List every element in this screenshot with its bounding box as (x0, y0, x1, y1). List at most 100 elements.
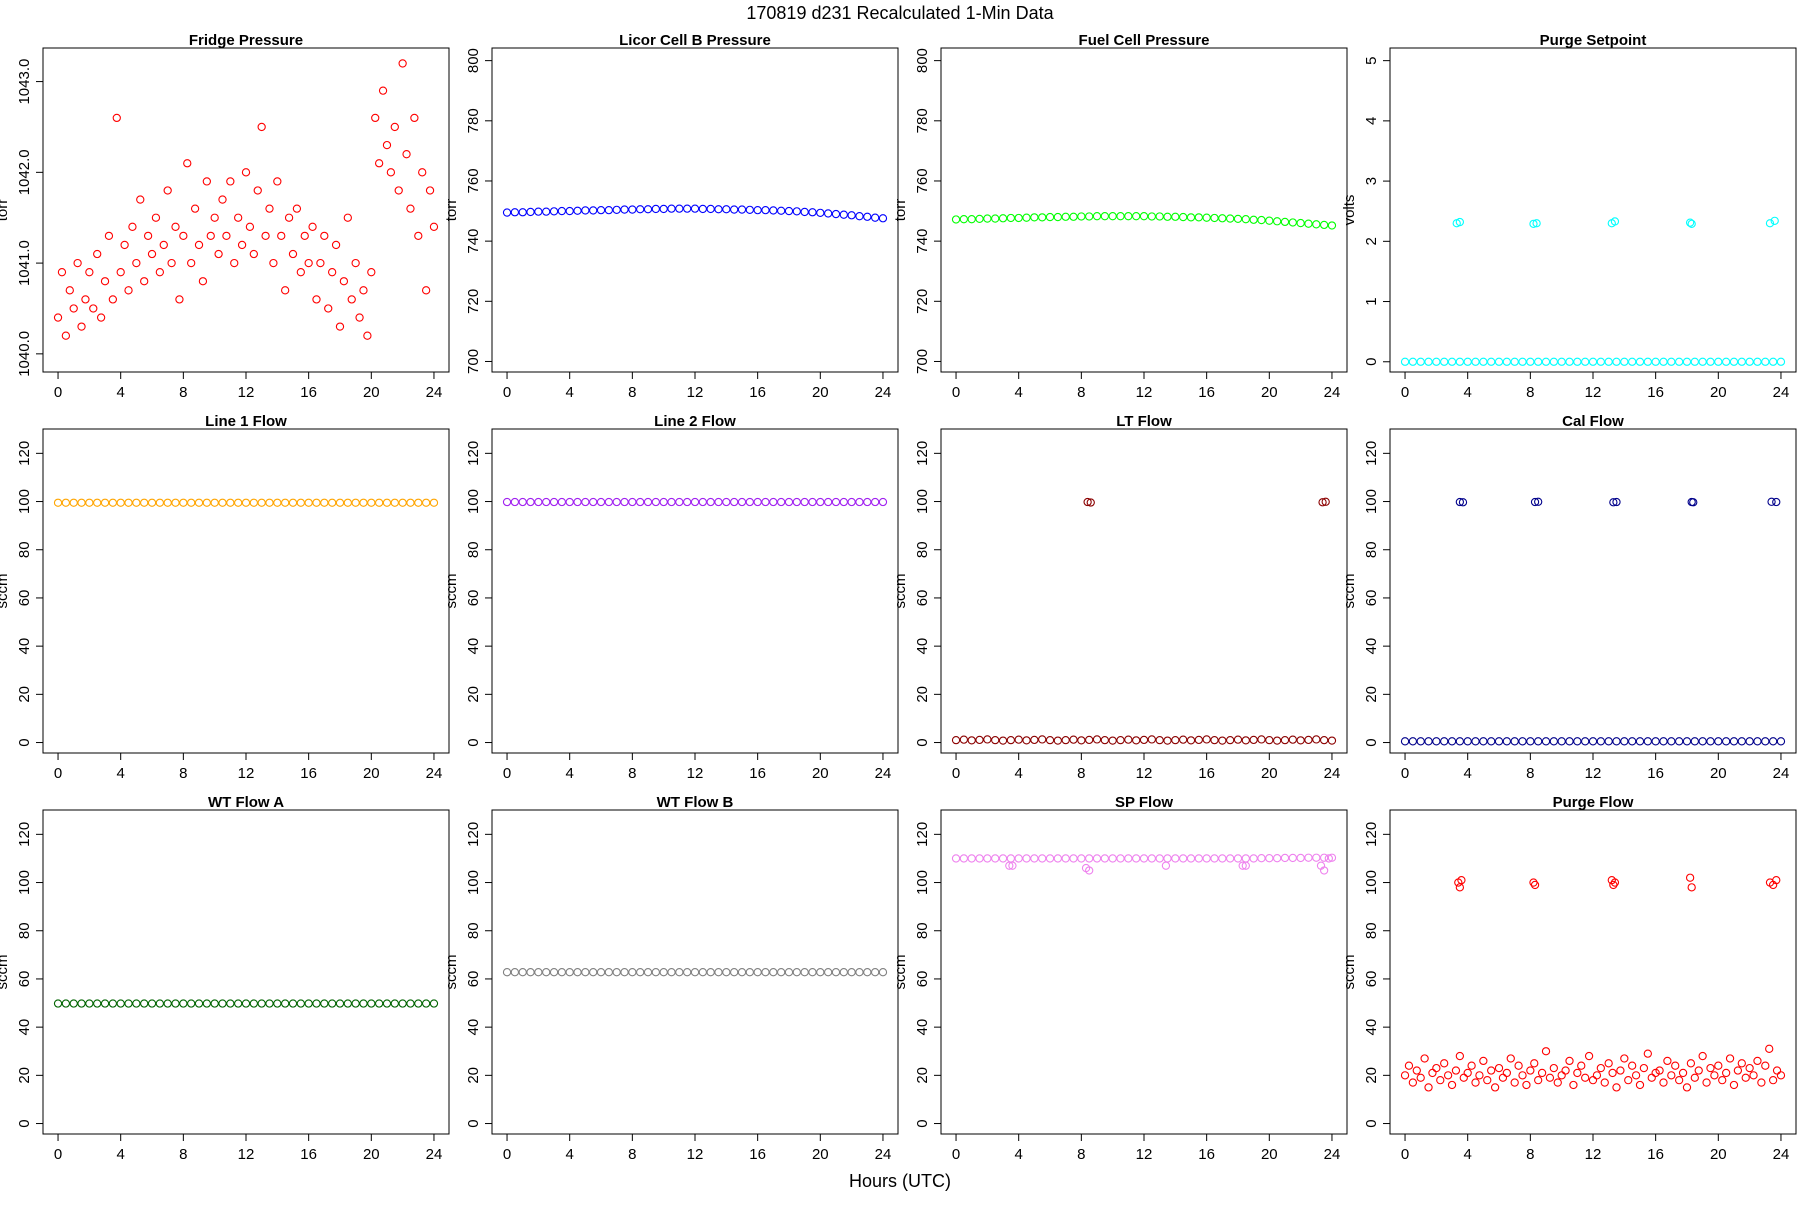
data-point (534, 968, 543, 977)
data-point (312, 498, 321, 507)
data-point (367, 498, 376, 507)
x-tick-label: 8 (628, 765, 636, 782)
panel-title: WT Flow A (208, 794, 284, 811)
data-point (855, 968, 864, 977)
x-tick-label: 24 (1324, 765, 1341, 782)
data-point (1424, 357, 1433, 366)
data-point (628, 205, 637, 214)
x-tick-label: 4 (1015, 1146, 1023, 1163)
data-point (612, 205, 621, 214)
x-tick-label: 0 (503, 384, 511, 401)
data-point (737, 968, 747, 977)
data-point (1327, 736, 1337, 745)
data-point (1436, 1076, 1445, 1085)
y-tick-label: 60 (16, 590, 33, 607)
data-point (1729, 1080, 1739, 1090)
data-point (128, 222, 137, 231)
data-point (382, 999, 392, 1008)
data-point (1194, 854, 1203, 863)
data-point (1581, 357, 1590, 366)
data-point (1463, 737, 1472, 746)
data-point (394, 186, 403, 195)
data-point (502, 208, 512, 217)
data-point (367, 268, 376, 277)
data-point (1249, 854, 1258, 863)
data-point (847, 211, 856, 220)
data-point (518, 968, 527, 977)
data-point (1706, 737, 1715, 746)
data-point (1408, 357, 1418, 366)
data-point (1522, 1080, 1531, 1090)
data-point (171, 999, 180, 1008)
data-point (320, 231, 329, 241)
data-point (93, 498, 102, 507)
data-point (187, 498, 196, 507)
x-tick-label: 16 (1647, 384, 1664, 401)
data-point (1494, 1063, 1504, 1073)
data-point (155, 999, 165, 1008)
data-point (1440, 737, 1449, 746)
data-point (1053, 736, 1063, 745)
data-point (1045, 212, 1055, 222)
data-point (421, 498, 431, 507)
y-tick-label: 120 (1363, 441, 1380, 466)
data-point (1761, 357, 1770, 366)
data-point (351, 999, 360, 1008)
data-point (1100, 735, 1109, 745)
data-point (171, 498, 180, 507)
data-point (1729, 737, 1739, 746)
data-point (1006, 213, 1016, 223)
data-point (604, 968, 614, 977)
data-point (1412, 1066, 1421, 1075)
data-point (226, 498, 235, 507)
data-point (1714, 1061, 1723, 1070)
data-point (878, 968, 888, 977)
data-point (1772, 875, 1781, 885)
data-point (1447, 357, 1457, 366)
data-point (722, 205, 731, 214)
y-axis-label: sccm (443, 955, 460, 990)
data-point (1667, 357, 1676, 366)
y-tick-label: 20 (914, 686, 931, 703)
data-point (1663, 1056, 1672, 1066)
data-point (69, 498, 78, 507)
data-point (1694, 1066, 1703, 1075)
data-point (557, 497, 567, 507)
data-point (1687, 883, 1696, 892)
data-point (1628, 737, 1637, 746)
data-point (81, 295, 90, 304)
data-point (288, 999, 298, 1008)
data-point (1132, 854, 1141, 863)
y-axis-label: torr (443, 199, 460, 222)
data-point (959, 735, 969, 744)
data-point (589, 497, 598, 507)
data-point (855, 497, 864, 507)
data-point (1686, 1059, 1696, 1068)
y-tick-label: 80 (465, 541, 482, 558)
x-tick-label: 8 (179, 384, 187, 401)
data-point (163, 498, 172, 507)
data-point (1319, 853, 1329, 862)
data-point (187, 258, 196, 268)
data-point (1147, 854, 1156, 863)
y-tick-label: 700 (914, 349, 931, 374)
data-point (651, 204, 660, 214)
data-point (1698, 737, 1707, 746)
x-tick-label: 4 (1464, 765, 1472, 782)
data-point (667, 497, 676, 507)
data-point (1557, 357, 1566, 366)
data-point (343, 213, 352, 222)
data-point (557, 968, 567, 977)
data-point (596, 497, 606, 507)
data-point (1553, 1078, 1562, 1087)
data-point (265, 498, 274, 507)
y-axis-label: sccm (892, 955, 909, 990)
data-point (1530, 497, 1540, 507)
x-tick-label: 8 (1526, 384, 1534, 401)
data-point (241, 498, 251, 507)
data-point (1768, 737, 1778, 746)
data-point (418, 168, 427, 177)
data-point (1659, 1078, 1668, 1087)
data-point (1092, 735, 1102, 744)
data-point (1745, 357, 1754, 366)
